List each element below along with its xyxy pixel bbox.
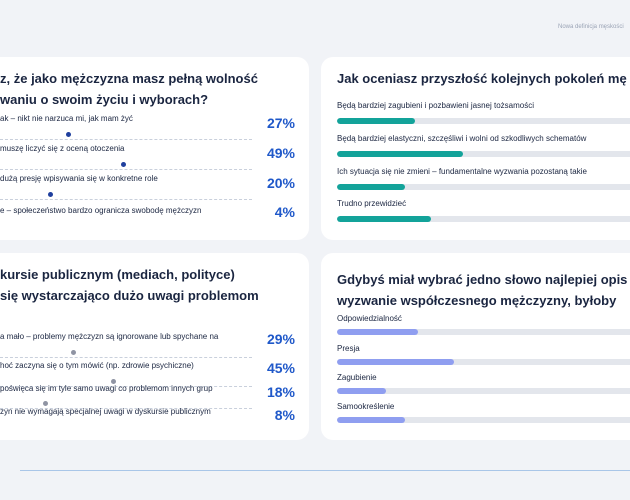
answer-bar-fill	[337, 388, 386, 394]
row-divider	[0, 139, 252, 140]
answer-bar-track	[337, 417, 630, 423]
answer-label: poświęca się im tyle samo uwagi co probl…	[0, 384, 213, 393]
answer-percent: 18%	[266, 384, 295, 400]
survey-card-one-word: Gdybyś miał wybrać jedno słowo najlepiej…	[321, 253, 630, 440]
answer-bar-track	[337, 329, 630, 335]
answer-label: Presja	[337, 344, 360, 353]
answer-percent: 20%	[266, 175, 295, 191]
question-title: Jak oceniasz przyszłość kolejnych pokole…	[337, 71, 627, 86]
survey-card-future-generations: Jak oceniasz przyszłość kolejnych pokole…	[321, 57, 630, 240]
row-divider	[0, 408, 252, 409]
answer-bar-fill	[337, 184, 406, 190]
answer-bar-fill	[337, 359, 454, 365]
question-line-2: waniu o swoim życiu i wyborach?	[0, 92, 209, 107]
answer-percent: 4%	[274, 204, 295, 220]
answer-label: Będą bardziej elastyczni, szczęśliwi i w…	[337, 134, 587, 143]
answer-label: muszę liczyć się z oceną otoczenia	[0, 144, 125, 153]
answer-bar-track	[337, 216, 630, 222]
row-divider	[0, 169, 252, 170]
answer-label: Ich sytuacja się nie zmieni – fundamenta…	[337, 167, 587, 176]
survey-card-freedom: z, że jako mężczyzna masz pełną wolność …	[0, 57, 309, 240]
answer-label: Odpowiedzialność	[337, 314, 402, 323]
answer-percent: 49%	[266, 145, 295, 161]
answer-bar-track	[337, 388, 630, 394]
answer-percent: 8%	[274, 407, 295, 423]
row-divider	[0, 386, 252, 387]
answer-bar-fill	[337, 118, 415, 124]
answer-marker-dot	[71, 350, 77, 355]
survey-card-public-discourse: kursie publicznym (mediach, polityce) si…	[0, 253, 309, 440]
answer-percent: 29%	[266, 331, 295, 347]
answer-bar-fill	[337, 216, 431, 222]
row-divider	[0, 357, 252, 358]
answer-bar-track	[337, 184, 630, 190]
answer-label: Samookreślenie	[337, 402, 395, 411]
answer-label: ak – nikt nie narzuca mi, jak mam żyć	[0, 114, 133, 123]
answer-bar-fill	[337, 329, 418, 335]
question-line-2: wyzwanie współczesnego mężczyzny, byłoby	[337, 293, 617, 308]
answer-marker-dot	[48, 192, 54, 197]
report-header-note: Nowa definicja męskości	[558, 24, 624, 30]
answer-label: a mało – problemy mężczyzn są ignorowane…	[0, 332, 219, 341]
footer-divider	[20, 470, 630, 471]
answer-label: Zagubienie	[337, 373, 377, 382]
answer-bar-track	[337, 118, 630, 124]
answer-label: e – społeczeństwo bardzo ogranicza swobo…	[0, 206, 202, 215]
answer-marker-dot	[121, 162, 127, 167]
question-line-2: się wystarczająco dużo uwagi problemom	[0, 288, 259, 303]
answer-bar-fill	[337, 417, 406, 423]
question-line-1: Gdybyś miał wybrać jedno słowo najlepiej…	[337, 272, 628, 287]
answer-marker-dot	[66, 132, 72, 137]
answer-percent: 27%	[266, 115, 295, 131]
answer-percent: 45%	[266, 360, 295, 376]
answer-bar-track	[337, 359, 630, 365]
answer-bar-fill	[337, 151, 464, 157]
answer-label: Trudno przewidzieć	[337, 199, 407, 208]
question-line-1: kursie publicznym (mediach, polityce)	[0, 267, 235, 282]
answer-marker-dot	[111, 379, 117, 384]
answer-label: Będą bardziej zagubieni i pozbawieni jas…	[337, 101, 535, 110]
answer-label: dużą presję wpisywania się w konkretne r…	[0, 174, 158, 183]
answer-label: zyn nie wymagają specjalnej uwagi w dysk…	[0, 407, 211, 416]
row-divider	[0, 199, 252, 200]
answer-bar-track	[337, 151, 630, 157]
answer-marker-dot	[43, 401, 49, 406]
answer-label: hoć zaczyna się o tym mówić (np. zdrowie…	[0, 361, 194, 370]
question-line-1: z, że jako mężczyzna masz pełną wolność	[0, 71, 258, 86]
